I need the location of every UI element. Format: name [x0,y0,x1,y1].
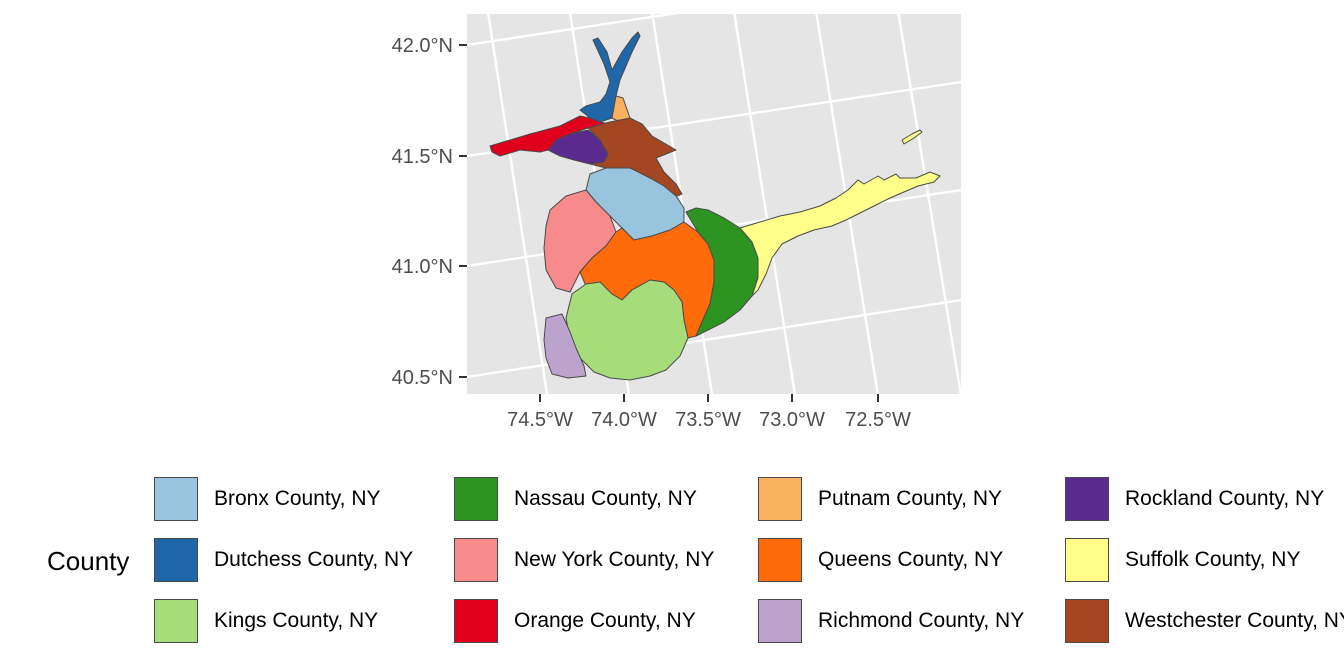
map-plot: 42.0°N 41.5°N 41.0°N 40.5°N 74.5°W 74.0°… [392,14,961,431]
county-kings[interactable] [565,279,689,381]
legend-label: Bronx County, NY [214,487,381,510]
meridian-line [651,14,714,394]
legend-label: Westchester County, NY [1125,609,1344,632]
legend-item-queens: Queens County, NY [758,537,1003,583]
parallel-line [467,14,680,47]
legend-label: Richmond County, NY [818,609,1025,632]
legend-label: Putnam County, NY [818,487,1003,510]
legend-key-westchester [1065,599,1109,643]
legend-key-dutchess [154,538,198,582]
legend-label: Orange County, NY [514,609,696,632]
county-suffolk-fork[interactable] [901,129,923,145]
legend-label: Nassau County, NY [514,487,697,510]
meridian-line [733,14,797,394]
legend-key-nassau [454,477,498,521]
map-panel-background [467,14,961,394]
legend-item-westchester: Westchester County, NY [1065,598,1344,644]
legend-item-newyork: New York County, NY [454,537,714,583]
legend-item-putnam: Putnam County, NY [758,476,1002,522]
y-tick-label: 40.5°N [392,367,453,389]
x-axis-ticks [539,394,879,402]
county-westchester[interactable] [587,117,683,199]
legend-key-newyork [454,538,498,582]
legend-key-queens [758,538,802,582]
legend-key-kings [154,599,198,643]
county-nassau[interactable] [685,207,759,337]
county-orange[interactable] [489,115,611,157]
x-tick-label: 74.5°W [507,409,573,431]
legend-item-kings: Kings County, NY [154,598,378,644]
y-axis-ticks [459,44,467,378]
x-tick-label: 73.5°W [675,409,741,431]
x-tick-label: 72.5°W [845,409,911,431]
legend-item-bronx: Bronx County, NY [154,476,381,522]
legend-item-richmond: Richmond County, NY [758,598,1024,644]
legend-label: New York County, NY [514,548,715,571]
legend-item-dutchess: Dutchess County, NY [154,537,413,583]
legend-key-rockland [1065,477,1109,521]
legend-item-orange: Orange County, NY [454,598,696,644]
legend-key-orange [454,599,498,643]
counties [489,31,941,381]
y-tick-label: 41.0°N [392,256,453,278]
legend-item-nassau: Nassau County, NY [454,476,697,522]
legend-label: Kings County, NY [214,609,379,632]
legend-key-richmond [758,599,802,643]
x-tick-label: 73.0°W [759,409,825,431]
x-tick-label: 74.0°W [591,409,657,431]
legend-item-rockland: Rockland County, NY [1065,476,1324,522]
legend-item-suffolk: Suffolk County, NY [1065,537,1300,583]
legend-title: County [47,546,130,576]
legend-label: Rockland County, NY [1125,487,1325,510]
legend-key-putnam [758,477,802,521]
legend-label: Suffolk County, NY [1125,548,1301,571]
legend-label: Dutchess County, NY [214,548,414,571]
county-suffolk[interactable] [739,171,941,297]
meridian-line [487,14,549,394]
legend-key-suffolk [1065,538,1109,582]
y-tick-label: 41.5°N [392,146,453,168]
y-tick-label: 42.0°N [392,35,453,57]
meridian-line [897,14,961,394]
county-richmond[interactable] [543,313,587,379]
legend-label: Queens County, NY [818,548,1004,571]
legend-key-bronx [154,477,198,521]
